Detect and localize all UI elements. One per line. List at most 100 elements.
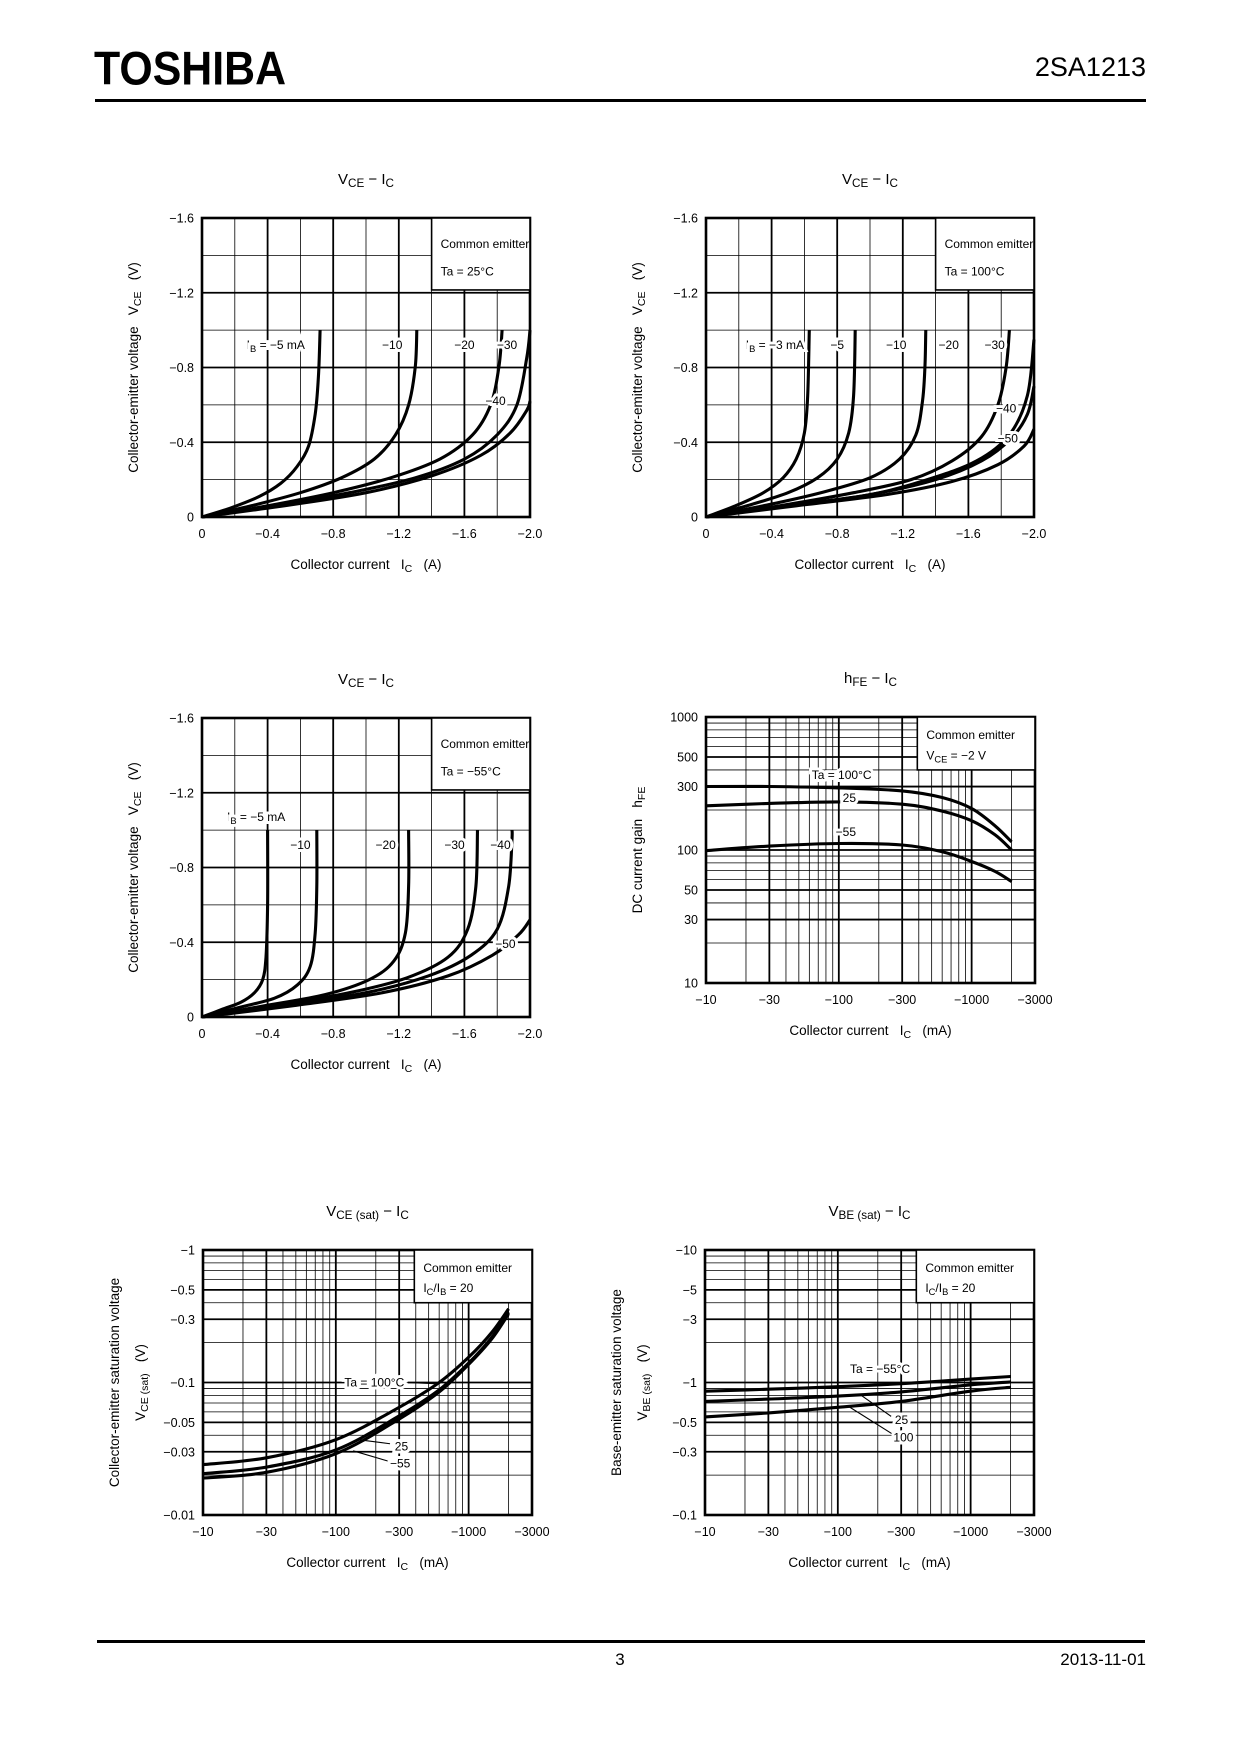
x-tick-label: 0 [199,527,206,541]
inset-box [915,1249,1035,1304]
y-tick-label: −3 [683,1313,697,1327]
y-tick-label: −1.6 [169,712,194,726]
curve-label: −5 [830,338,844,352]
chart-vbe-sat-ic: Common emitter IC/IB = 20 Ta = −55°C 25 100 V… [609,1203,1052,1573]
curve-vce-ic-minus55c-0 [201,830,270,1019]
plot-border [200,716,532,1019]
inset-line-1: Common emitter [441,237,530,251]
y-tick-label: 1000 [670,711,698,725]
x-axis-title: Collector current IC (mA) [789,1023,951,1041]
y-tick-label: −1.6 [169,212,194,226]
curve-vce-ic-25c-0 [201,330,322,519]
chart-hfe-ic: Common emitter VCE = −2 V Ta = 100°C 25 −55 h… [630,670,1053,1041]
y-tick-label: 0 [187,511,194,525]
curve-label: IB = −5 mA [227,810,285,826]
y-tick-label: −5 [683,1283,697,1297]
x-tick-label: −0.8 [321,1027,346,1041]
y-tick-label: −0.01 [163,1509,195,1523]
curve-label: −30 [497,338,518,352]
curve-label: IB = −5 mA [247,338,305,354]
chart-title: VCE − IC [842,171,898,190]
inset-box [916,716,1036,771]
y-tick-label: −1.2 [169,786,194,800]
y-tick-label: −0.03 [163,1445,195,1459]
x-tick-label: −1.2 [386,1027,411,1041]
y-axis-title: Collector-emitter saturation voltage [107,1278,122,1487]
plot-border [201,1248,534,1517]
chart-title: VCE − IC [338,171,394,190]
x-tick-label: −10 [694,1525,715,1539]
curve-vce-ic-100c-0 [705,330,811,519]
grid [705,1250,1034,1515]
x-tick-label: −30 [758,1525,779,1539]
y-tick-label: −0.4 [169,936,194,950]
curve-vce-ic-25c-2 [201,329,504,519]
curve-label: −30 [984,338,1005,352]
label-leader [358,1439,391,1445]
y-tick-label: −0.3 [672,1445,697,1459]
x-tick-label: −100 [825,993,853,1007]
y-tick-label: 300 [677,780,698,794]
x-tick-label: −1000 [953,1525,988,1539]
x-tick-label: 0 [199,1027,206,1041]
label-leader [352,1450,389,1462]
inset-box [934,217,1035,291]
y-tick-label: −1 [683,1376,697,1390]
x-tick-label: −1.6 [452,527,477,541]
y-axis-title: Collector-emitter voltage VCE (V) [630,262,648,472]
curve-label: −20 [454,338,475,352]
y-tick-label: 100 [677,844,698,858]
chart-vce-ic-minus55c: Common emitter Ta = −55°C IB = −5 mA −10 −20… [126,671,542,1075]
curve-label: −50 [998,432,1019,446]
curve-label: −40 [485,394,506,408]
curve-label: −55 [836,825,857,839]
curve-label: −40 [490,838,511,852]
plot-border [704,216,1036,519]
x-tick-label: −0.8 [825,527,850,541]
curve-vce-ic-minus55c-1 [201,830,319,1019]
curve-hfe-ic-1 [705,800,1013,852]
chart-title: VBE (sat) − IC [829,1203,911,1222]
y-tick-label: 500 [677,751,698,765]
y-tick-label: −0.3 [170,1313,195,1327]
x-tick-label: 0 [703,527,710,541]
x-tick-label: −1.6 [452,1027,477,1041]
x-tick-label: −1000 [451,1525,486,1539]
curve-vbe-sat-ic-1 [704,1380,1011,1403]
curve-label: IB = −3 mA [746,338,804,354]
chart-title: VCE − IC [338,671,394,690]
inset-line-1: Common emitter [441,737,530,751]
curve-vce-ic-100c-6 [705,428,1036,519]
inset-line-1: Common emitter [423,1261,512,1275]
x-tick-label: −300 [888,993,916,1007]
x-tick-label: −0.4 [255,527,280,541]
x-tick-label: −0.4 [255,1027,280,1041]
y-axis-title: Base-emitter saturation voltage [609,1289,624,1476]
inset-box [413,1249,533,1304]
chart-title: VCE (sat) − IC [326,1203,409,1222]
y-tick-label: −0.4 [673,436,698,450]
chart-title: hFE − IC [844,670,897,689]
curve-label: −20 [376,838,397,852]
inset-line-2: Ta = 25°C [441,265,494,279]
y-tick-label: −0.05 [163,1416,195,1430]
header-rule [95,99,1146,102]
label-leader [860,1394,892,1417]
x-axis-title: Collector current IC (A) [291,557,442,575]
x-tick-label: −100 [824,1525,852,1539]
curve-vbe-sat-ic-2 [704,1385,1011,1419]
grid [203,1250,532,1515]
x-tick-label: −300 [887,1525,915,1539]
y-tick-label: 50 [684,884,698,898]
inset-box [430,717,531,791]
curve-vce-ic-minus55c-2 [201,830,411,1019]
inset-line-1: Common emitter [925,1261,1014,1275]
curve-vce-ic-25c-1 [201,330,419,519]
curve-label: 25 [843,791,857,805]
y-tick-label: −1 [181,1244,195,1258]
x-tick-label: −10 [695,993,716,1007]
x-tick-label: −0.8 [321,527,346,541]
chart-vce-ic-25c: Common emitter Ta = 25°C IB = −5 mA −10 −20 −… [126,171,542,575]
x-axis-title: Collector current IC (mA) [788,1555,950,1573]
